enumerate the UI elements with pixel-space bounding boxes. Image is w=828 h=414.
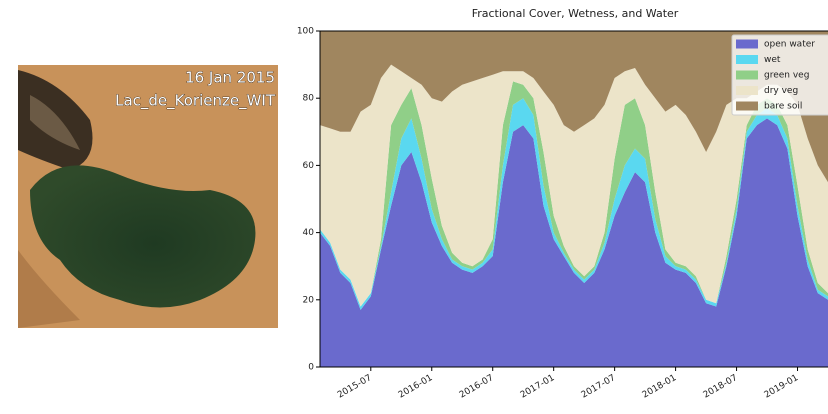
legend-swatch bbox=[736, 55, 758, 64]
y-tick-label: 20 bbox=[303, 295, 315, 305]
image-date: 16 Jan 2015 bbox=[185, 69, 275, 87]
x-tick-label: 2019-01 bbox=[763, 373, 801, 400]
x-tick-label: 2016-07 bbox=[458, 373, 496, 400]
image-label: Lac_de_Korienze_WIT bbox=[115, 92, 276, 111]
legend-swatch bbox=[736, 86, 758, 95]
legend-swatch bbox=[736, 71, 758, 80]
y-tick-label: 40 bbox=[303, 228, 315, 238]
legend-label: dry veg bbox=[764, 86, 798, 96]
legend-label: open water bbox=[764, 40, 815, 50]
legend-label: bare soil bbox=[764, 102, 802, 112]
chart-title: Fractional Cover, Wetness, and Water bbox=[472, 7, 679, 20]
page: {"image":{"date":"16 Jan 2015","label":"… bbox=[0, 0, 828, 414]
x-tick-label: 2018-01 bbox=[641, 373, 679, 400]
x-tick-label: 2015-07 bbox=[336, 373, 374, 400]
y-tick-label: 60 bbox=[303, 161, 315, 171]
legend-swatch bbox=[736, 40, 758, 49]
figure: 16 Jan 2015 Lac_de_Korienze_WIT Fraction… bbox=[0, 0, 828, 414]
legend-label: green veg bbox=[764, 71, 809, 81]
x-tick-label: 2017-01 bbox=[519, 373, 557, 400]
y-tick-label: 80 bbox=[303, 94, 315, 104]
legend-swatch bbox=[736, 102, 758, 111]
x-tick-label: 2018-07 bbox=[702, 373, 740, 400]
legend-label: wet bbox=[764, 55, 781, 65]
y-tick-label: 0 bbox=[308, 363, 314, 373]
y-tick-label: 100 bbox=[297, 27, 314, 37]
x-tick-label: 2017-07 bbox=[580, 373, 618, 400]
x-tick-label: 2016-01 bbox=[397, 373, 435, 400]
